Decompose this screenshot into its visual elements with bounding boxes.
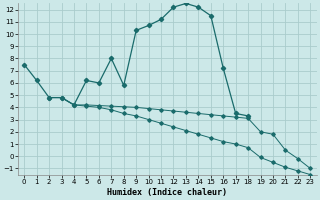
- X-axis label: Humidex (Indice chaleur): Humidex (Indice chaleur): [107, 188, 227, 197]
